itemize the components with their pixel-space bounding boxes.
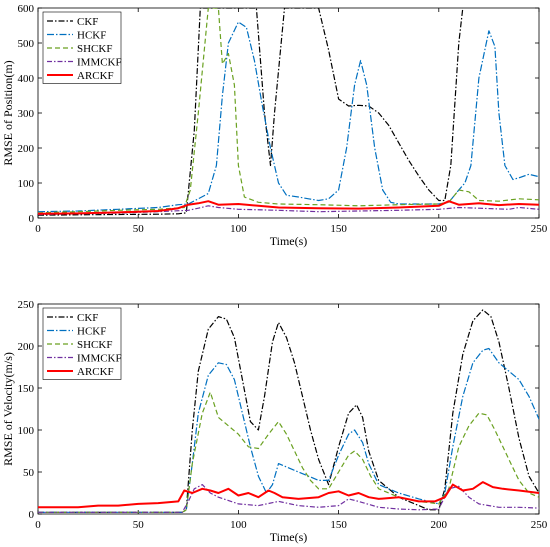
x-tick-label: 50 bbox=[133, 223, 145, 235]
position-chart: 0 50 100 150 200 250 0 100 200 300 400 500 600 Time… bbox=[1, 3, 548, 248]
plot-area bbox=[37, 303, 540, 515]
x-tick-label: 0 bbox=[35, 223, 41, 235]
x-tick-label: 150 bbox=[330, 519, 347, 531]
x-ticks: 0 50 100 150 200 250 bbox=[35, 304, 548, 531]
legend-label: CKF bbox=[77, 16, 98, 28]
legend-label: SHCKF bbox=[77, 43, 112, 55]
x-tick-label: 100 bbox=[230, 519, 247, 531]
x-tick-label: 0 bbox=[35, 519, 41, 531]
legend-label: HCKF bbox=[77, 30, 106, 42]
legend-label: ARCKF bbox=[77, 70, 114, 82]
y-tick-label: 200 bbox=[18, 341, 35, 353]
x-tick-label: 250 bbox=[531, 519, 548, 531]
x-tick-label: 150 bbox=[330, 223, 347, 235]
series-group bbox=[38, 8, 539, 216]
y-tick-label: 400 bbox=[18, 73, 35, 85]
x-ticks: 0 50 100 150 200 250 bbox=[35, 8, 548, 235]
x-tick-label: 50 bbox=[133, 519, 145, 531]
y-tick-label: 0 bbox=[29, 509, 35, 521]
series-line-shckf bbox=[38, 391, 539, 513]
x-axis-label: Time(s) bbox=[270, 530, 308, 544]
y-axis-label: RMSE of Velocity(m/s) bbox=[1, 352, 15, 466]
y-tick-label: 600 bbox=[18, 3, 35, 15]
y-tick-label: 50 bbox=[23, 467, 35, 479]
y-tick-label: 100 bbox=[18, 178, 35, 190]
series-line-arckf bbox=[38, 200, 539, 215]
legend-label: ARCKF bbox=[77, 366, 114, 378]
legend-label: SHCKF bbox=[77, 339, 112, 351]
y-tick-label: 150 bbox=[18, 383, 35, 395]
legend-label: IMMCKF bbox=[77, 353, 122, 365]
y-tick-label: 0 bbox=[29, 213, 35, 225]
series-line-ckf bbox=[38, 309, 539, 513]
x-tick-label: 100 bbox=[230, 223, 247, 235]
y-tick-label: 500 bbox=[18, 38, 35, 50]
x-tick-label: 250 bbox=[531, 223, 548, 235]
y-ticks: 0 50 100 150 200 250 bbox=[18, 299, 539, 521]
x-tick-label: 200 bbox=[431, 519, 448, 531]
x-tick-label: 200 bbox=[431, 223, 448, 235]
series-line-hckf bbox=[38, 21, 539, 213]
series-line-ckf bbox=[38, 8, 464, 216]
series-line-arckf bbox=[38, 481, 539, 509]
y-tick-label: 100 bbox=[18, 425, 35, 437]
y-tick-label: 200 bbox=[18, 143, 35, 155]
legend-label: CKF bbox=[77, 312, 98, 324]
series-line-hckf bbox=[38, 347, 539, 513]
y-tick-label: 250 bbox=[18, 299, 35, 311]
x-axis-label: Time(s) bbox=[270, 234, 308, 248]
series-line-shckf bbox=[38, 8, 539, 214]
y-ticks: 0 100 200 300 400 500 600 bbox=[18, 3, 539, 225]
legend-label: IMMCKF bbox=[77, 57, 122, 69]
series-group bbox=[38, 309, 539, 513]
y-tick-label: 300 bbox=[18, 108, 35, 120]
legend-label: HCKF bbox=[77, 326, 106, 338]
y-axis-label: RMSE of Position(m) bbox=[1, 60, 15, 165]
